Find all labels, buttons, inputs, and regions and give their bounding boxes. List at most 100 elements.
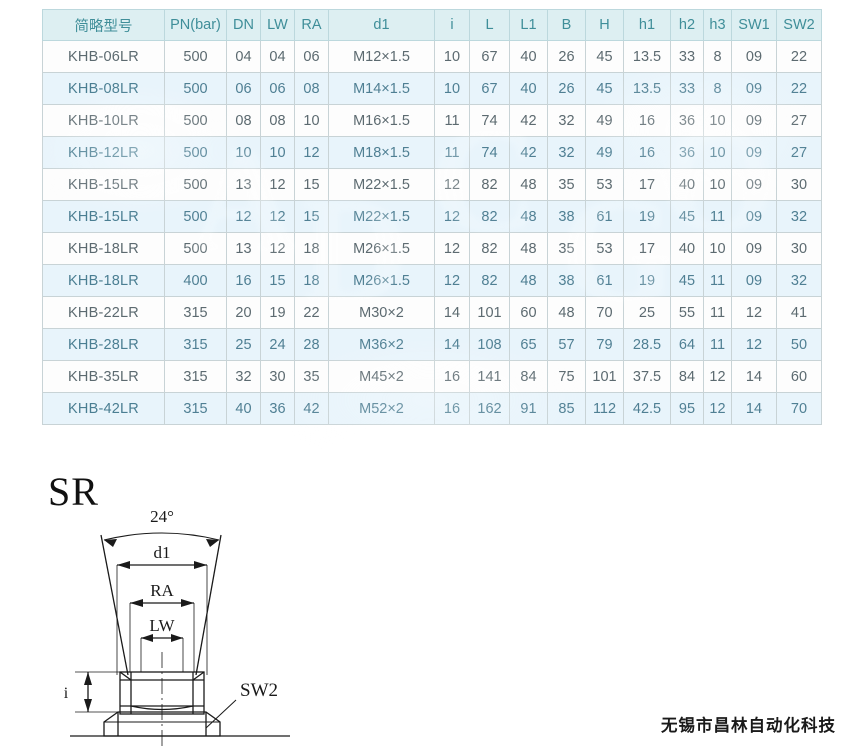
table-cell: 57 bbox=[547, 328, 586, 361]
table-cell: 35 bbox=[294, 360, 329, 393]
table-cell: 11 bbox=[703, 296, 732, 329]
column-header-l: L bbox=[469, 9, 510, 41]
table-cell: 35 bbox=[547, 232, 586, 265]
table-cell: 32 bbox=[547, 136, 586, 169]
table-cell: 48 bbox=[509, 232, 548, 265]
table-cell: 30 bbox=[776, 232, 822, 265]
table-cell: 15 bbox=[294, 200, 329, 233]
table-cell: M52×2 bbox=[328, 392, 435, 425]
table-cell: 315 bbox=[164, 328, 227, 361]
table-cell: 41 bbox=[776, 296, 822, 329]
table-cell: 36 bbox=[260, 392, 295, 425]
table-cell: 19 bbox=[623, 264, 671, 297]
cell-model: KHB-06LR bbox=[42, 40, 165, 73]
table-cell: 60 bbox=[509, 296, 548, 329]
column-header-i: i bbox=[434, 9, 470, 41]
table-cell: 40 bbox=[226, 392, 261, 425]
angle-dimension-label: 24° bbox=[150, 507, 174, 526]
table-cell: 45 bbox=[670, 200, 704, 233]
table-cell: 19 bbox=[623, 200, 671, 233]
table-row: KHB-15LR 500 13 12 15 M22×1.5 12 82 48 35 53 17 40 10… bbox=[42, 168, 822, 201]
table-cell: 500 bbox=[164, 104, 227, 137]
table-cell: 09 bbox=[731, 104, 777, 137]
table-cell: 09 bbox=[731, 200, 777, 233]
table-row: KHB-06LR 500 04 04 06 M12×1.5 10 67 40 26 45 13.5 33… bbox=[42, 40, 822, 73]
column-header-h: H bbox=[585, 9, 624, 41]
table-cell: 42 bbox=[294, 392, 329, 425]
table-cell: 10 bbox=[434, 40, 470, 73]
table-cell: 12 bbox=[731, 296, 777, 329]
cell-model: KHB-28LR bbox=[42, 328, 165, 361]
table-cell: 13 bbox=[226, 232, 261, 265]
table-row: KHB-18LR 400 16 15 18 M26×1.5 12 82 48 38 61 19 45 11… bbox=[42, 264, 822, 297]
table-cell: 09 bbox=[731, 40, 777, 73]
table-cell: 64 bbox=[670, 328, 704, 361]
column-header-l1: L1 bbox=[509, 9, 548, 41]
table-cell: 09 bbox=[731, 264, 777, 297]
table-cell: 45 bbox=[585, 40, 624, 73]
table-cell: 84 bbox=[509, 360, 548, 393]
table-body: KHB-06LR 500 04 04 06 M12×1.5 10 67 40 26 45 13.5 33… bbox=[42, 40, 822, 425]
cell-model: KHB-08LR bbox=[42, 72, 165, 105]
table-cell: 13 bbox=[226, 168, 261, 201]
table-cell: 30 bbox=[260, 360, 295, 393]
table-cell: 8 bbox=[703, 40, 732, 73]
table-cell: 67 bbox=[469, 72, 510, 105]
table-cell: 101 bbox=[469, 296, 510, 329]
table-cell: 112 bbox=[585, 392, 624, 425]
table-cell: 500 bbox=[164, 40, 227, 73]
table-cell: 15 bbox=[294, 168, 329, 201]
table-cell: 12 bbox=[434, 264, 470, 297]
table-cell: 26 bbox=[547, 72, 586, 105]
table-cell: 30 bbox=[776, 168, 822, 201]
table-cell: 18 bbox=[294, 232, 329, 265]
table-row: KHB-35LR 315 32 30 35 M45×2 16 141 84 75 101 37.5 84… bbox=[42, 360, 822, 393]
table-cell: 22 bbox=[776, 72, 822, 105]
table-cell: 500 bbox=[164, 72, 227, 105]
table-cell: M16×1.5 bbox=[328, 104, 435, 137]
cell-model: KHB-10LR bbox=[42, 104, 165, 137]
table-cell: 09 bbox=[731, 232, 777, 265]
table-cell: 12 bbox=[260, 200, 295, 233]
table-cell: 74 bbox=[469, 104, 510, 137]
table-cell: M22×1.5 bbox=[328, 200, 435, 233]
table-cell: 162 bbox=[469, 392, 510, 425]
table-cell: 18 bbox=[294, 264, 329, 297]
table-cell: 95 bbox=[670, 392, 704, 425]
table-row: KHB-28LR 315 25 24 28 M36×2 14 108 65 57 79 28.5 64 1… bbox=[42, 328, 822, 361]
column-header-ra: RA bbox=[294, 9, 329, 41]
table-cell: 13.5 bbox=[623, 72, 671, 105]
table-cell: 16 bbox=[226, 264, 261, 297]
cell-model: KHB-35LR bbox=[42, 360, 165, 393]
cell-model: KHB-22LR bbox=[42, 296, 165, 329]
table-cell: 17 bbox=[623, 168, 671, 201]
table-cell: 42.5 bbox=[623, 392, 671, 425]
table-cell: 70 bbox=[585, 296, 624, 329]
table-cell: 10 bbox=[434, 72, 470, 105]
column-header-b: B bbox=[547, 9, 586, 41]
table-cell: 14 bbox=[434, 296, 470, 329]
table-cell: 19 bbox=[260, 296, 295, 329]
table-cell: 15 bbox=[260, 264, 295, 297]
ra-dimension-label: RA bbox=[150, 581, 174, 600]
table-cell: 60 bbox=[776, 360, 822, 393]
table-cell: M30×2 bbox=[328, 296, 435, 329]
table-cell: 82 bbox=[469, 168, 510, 201]
table-row: KHB-10LR 500 08 08 10 M16×1.5 11 74 42 32 49 16 36 10… bbox=[42, 104, 822, 137]
table-cell: 53 bbox=[585, 232, 624, 265]
table-cell: 04 bbox=[226, 40, 261, 73]
table-cell: 38 bbox=[547, 200, 586, 233]
table-cell: 06 bbox=[226, 72, 261, 105]
table-cell: 74 bbox=[469, 136, 510, 169]
table-cell: 08 bbox=[260, 104, 295, 137]
table-cell: 45 bbox=[670, 264, 704, 297]
table-cell: 315 bbox=[164, 360, 227, 393]
table-cell: 67 bbox=[469, 40, 510, 73]
table-cell: 48 bbox=[509, 168, 548, 201]
table-cell: M12×1.5 bbox=[328, 40, 435, 73]
table-row: KHB-22LR 315 20 19 22 M30×2 14 101 60 48 70 25 55 11 1… bbox=[42, 296, 822, 329]
table-cell: M26×1.5 bbox=[328, 264, 435, 297]
